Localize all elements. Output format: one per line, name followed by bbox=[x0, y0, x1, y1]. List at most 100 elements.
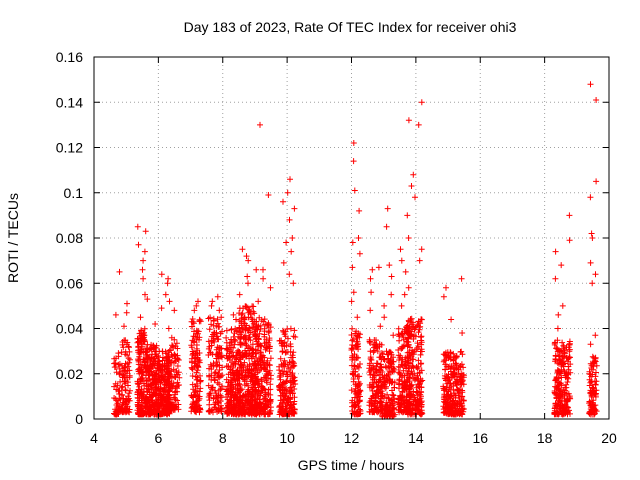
data-point bbox=[395, 352, 402, 359]
data-point bbox=[445, 352, 452, 359]
data-point bbox=[189, 323, 196, 330]
data-point bbox=[257, 121, 263, 128]
data-point bbox=[134, 223, 141, 230]
data-point bbox=[457, 363, 464, 369]
data-point bbox=[144, 359, 151, 366]
data-point bbox=[119, 405, 126, 411]
y-tick-labels: 0 0.02 0.04 0.06 0.08 0.1 0.12 0.14 0.16 bbox=[56, 49, 83, 427]
data-point bbox=[137, 338, 144, 345]
data-point bbox=[446, 354, 453, 361]
data-point bbox=[144, 397, 151, 404]
data-point bbox=[369, 387, 376, 394]
data-point bbox=[243, 253, 250, 260]
data-point bbox=[397, 371, 404, 378]
data-point bbox=[551, 405, 558, 412]
data-point bbox=[291, 386, 298, 392]
data-point bbox=[197, 406, 203, 412]
data-point bbox=[239, 246, 246, 253]
data-point bbox=[367, 348, 374, 355]
data-point bbox=[373, 406, 380, 413]
data-point bbox=[384, 351, 391, 358]
data-point bbox=[261, 316, 268, 323]
data-point bbox=[371, 400, 378, 407]
data-point bbox=[137, 376, 144, 383]
data-point bbox=[260, 266, 266, 273]
data-point bbox=[357, 410, 364, 417]
data-point bbox=[554, 409, 561, 416]
data-point bbox=[349, 325, 356, 332]
data-point bbox=[348, 298, 355, 305]
data-point bbox=[224, 346, 231, 353]
data-point bbox=[223, 388, 230, 395]
data-point bbox=[282, 408, 289, 414]
data-point bbox=[215, 387, 222, 394]
data-point bbox=[559, 408, 566, 415]
data-point bbox=[260, 275, 267, 282]
data-point bbox=[206, 408, 212, 415]
data-point bbox=[366, 360, 373, 367]
data-point bbox=[388, 349, 394, 356]
data-point bbox=[158, 372, 165, 379]
data-point bbox=[277, 387, 284, 394]
data-point bbox=[250, 367, 256, 374]
data-point bbox=[444, 399, 451, 406]
data-point bbox=[227, 357, 233, 363]
data-point bbox=[152, 321, 159, 327]
data-point bbox=[552, 377, 559, 384]
data-point bbox=[213, 392, 220, 399]
data-point bbox=[197, 377, 203, 384]
data-point bbox=[290, 333, 297, 340]
data-point bbox=[287, 384, 294, 391]
data-point bbox=[286, 216, 293, 223]
data-point bbox=[410, 319, 416, 326]
data-point bbox=[252, 405, 259, 412]
data-point bbox=[244, 273, 251, 280]
data-point bbox=[250, 303, 257, 310]
data-point bbox=[158, 271, 165, 278]
data-point bbox=[193, 398, 200, 405]
data-point bbox=[379, 369, 386, 375]
data-point bbox=[379, 392, 386, 399]
data-point bbox=[264, 411, 271, 418]
data-point bbox=[230, 311, 237, 318]
data-point bbox=[188, 344, 195, 351]
data-point bbox=[143, 393, 150, 400]
data-point bbox=[441, 372, 448, 379]
data-point bbox=[174, 379, 181, 386]
data-point bbox=[229, 353, 236, 360]
data-point bbox=[228, 384, 235, 391]
data-point bbox=[408, 183, 415, 189]
data-point bbox=[142, 228, 149, 235]
data-point bbox=[366, 382, 373, 388]
data-point bbox=[158, 305, 165, 312]
data-point bbox=[414, 389, 421, 396]
data-point bbox=[281, 343, 288, 350]
data-point bbox=[232, 337, 239, 344]
data-point bbox=[223, 327, 230, 334]
data-point bbox=[385, 411, 392, 418]
data-point bbox=[447, 408, 454, 415]
data-point bbox=[239, 350, 246, 357]
x-tick-label: 20 bbox=[601, 430, 617, 446]
data-point bbox=[368, 357, 375, 363]
data-point bbox=[210, 337, 217, 344]
data-point bbox=[403, 408, 410, 415]
data-point bbox=[120, 371, 127, 378]
data-point bbox=[403, 324, 410, 331]
data-point bbox=[141, 325, 148, 332]
data-point bbox=[165, 275, 172, 282]
data-point bbox=[193, 380, 200, 387]
data-point bbox=[416, 369, 423, 376]
data-point bbox=[289, 378, 296, 384]
data-point bbox=[231, 403, 238, 410]
data-point bbox=[290, 373, 296, 380]
data-point bbox=[119, 383, 126, 390]
data-point bbox=[555, 382, 562, 388]
data-point bbox=[564, 404, 571, 411]
data-point bbox=[559, 302, 566, 309]
data-point bbox=[193, 342, 200, 348]
data-point bbox=[111, 395, 118, 401]
data-point bbox=[417, 351, 424, 358]
data-point bbox=[589, 235, 596, 241]
data-point bbox=[458, 380, 465, 387]
